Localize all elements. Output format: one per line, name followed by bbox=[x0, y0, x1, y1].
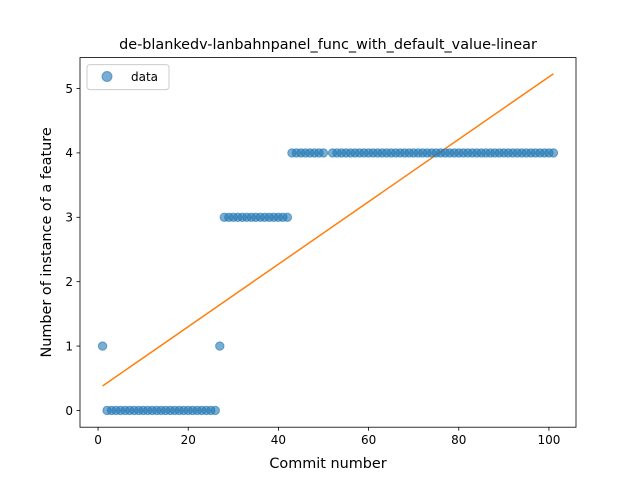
x-tick-label: 0 bbox=[94, 433, 102, 447]
chart-title: de-blankedv-lanbahnpanel_func_with_defau… bbox=[119, 37, 537, 53]
x-axis-ticks: 0 20 40 60 80 100 bbox=[94, 427, 560, 447]
legend-label-data: data bbox=[131, 70, 158, 84]
fit-line-layer bbox=[102, 73, 554, 387]
y-axis-ticks: 0 1 2 3 4 5 bbox=[65, 82, 80, 418]
y-tick-label: 3 bbox=[65, 211, 73, 225]
y-tick-label: 4 bbox=[65, 146, 73, 160]
legend: data bbox=[86, 64, 170, 91]
data-point bbox=[97, 341, 108, 351]
legend-box bbox=[86, 64, 170, 91]
x-tick-label: 60 bbox=[361, 433, 376, 447]
data-points-layer bbox=[97, 148, 559, 416]
x-tick-label: 100 bbox=[537, 433, 560, 447]
data-point bbox=[318, 148, 329, 158]
fit-line bbox=[102, 73, 554, 387]
x-axis-label: Commit number bbox=[269, 456, 386, 472]
x-tick-label: 80 bbox=[451, 433, 466, 447]
x-tick-label: 20 bbox=[181, 433, 196, 447]
data-point bbox=[215, 341, 225, 351]
data-point bbox=[548, 148, 559, 158]
x-tick-label: 40 bbox=[271, 433, 286, 447]
legend-marker-data bbox=[101, 71, 113, 82]
y-tick-label: 1 bbox=[65, 339, 73, 353]
y-axis-label: Number of instance of a feature bbox=[39, 127, 55, 357]
y-tick-label: 2 bbox=[65, 275, 73, 289]
axes-frame bbox=[79, 57, 577, 428]
plot-area bbox=[80, 57, 576, 428]
y-tick-label: 5 bbox=[65, 82, 73, 96]
y-tick-label: 0 bbox=[65, 404, 73, 418]
data-point bbox=[282, 212, 293, 222]
data-point bbox=[210, 405, 220, 416]
